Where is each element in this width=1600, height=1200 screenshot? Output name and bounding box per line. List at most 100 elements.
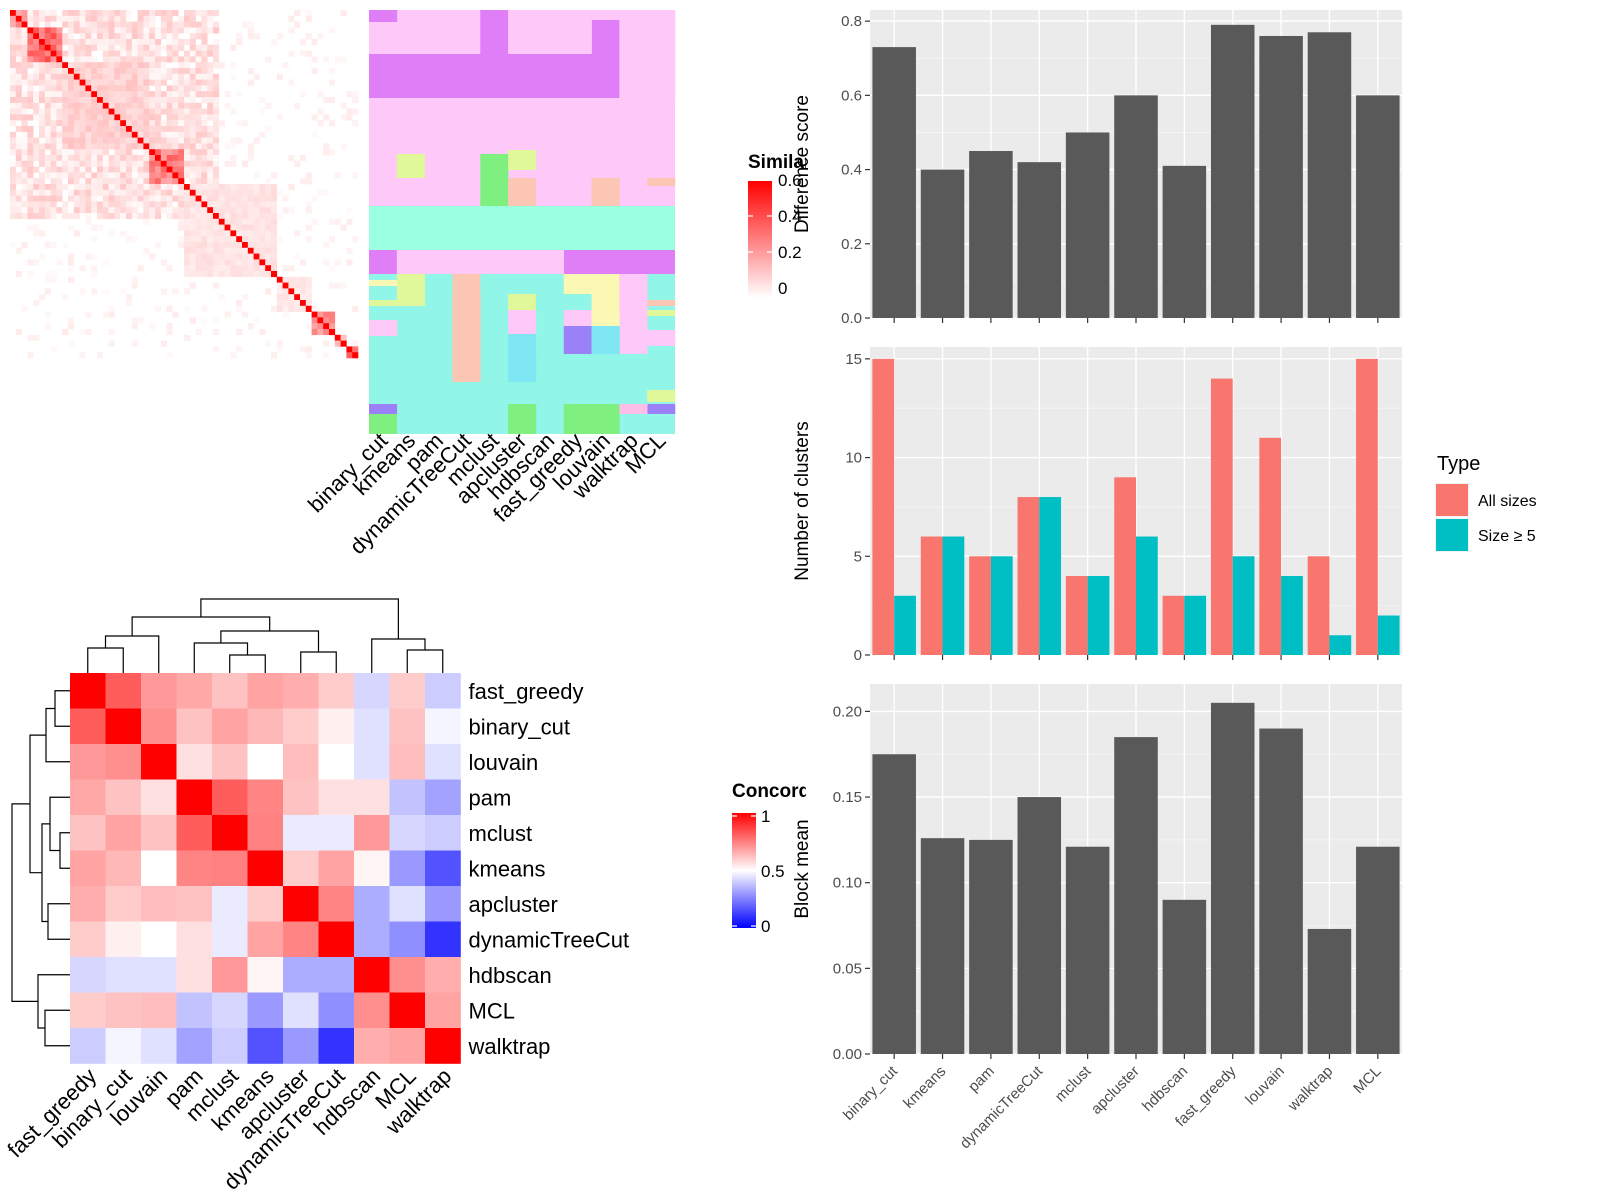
- similarity-cell: [271, 265, 278, 272]
- similarity-cell: [91, 85, 98, 92]
- similarity-cell: [68, 126, 75, 133]
- similarity-cell: [143, 79, 150, 86]
- similarity-cell: [44, 126, 51, 133]
- similarity-cell: [39, 131, 46, 138]
- similarity-cell: [201, 195, 208, 202]
- similarity-cell: [27, 271, 34, 278]
- similarity-cell: [56, 56, 63, 63]
- similarity-cell: [207, 149, 214, 156]
- concordance-row-label: kmeans: [469, 856, 546, 881]
- similarity-cell: [201, 21, 208, 28]
- similarity-cell: [102, 189, 109, 196]
- similarity-cell: [155, 39, 162, 46]
- similarity-cell: [195, 166, 202, 173]
- similarity-cell: [120, 97, 127, 104]
- similarity-cell: [323, 323, 330, 330]
- similarity-cell: [114, 126, 121, 133]
- similarity-cell: [276, 300, 283, 307]
- similarity-cell: [300, 305, 307, 312]
- similarity-cell: [201, 91, 208, 98]
- similarity-legend-tick: 0.2: [778, 243, 802, 262]
- similarity-cell: [334, 218, 341, 225]
- similarity-cell: [207, 126, 214, 133]
- similarity-cell: [271, 224, 278, 231]
- similarity-cell: [149, 10, 156, 17]
- similarity-cell: [166, 102, 173, 109]
- concordance-cell: [212, 1028, 248, 1064]
- similarity-cell: [218, 253, 225, 260]
- similarity-cell: [137, 120, 144, 127]
- similarity-cell: [195, 44, 202, 51]
- similarity-cell: [207, 189, 214, 196]
- similarity-cell: [126, 91, 133, 98]
- similarity-cell: [230, 143, 237, 150]
- similarity-cell: [149, 160, 156, 167]
- similarity-cell: [120, 155, 127, 162]
- cluster-patch: [369, 404, 398, 414]
- similarity-cell: [85, 184, 92, 191]
- similarity-cell: [62, 201, 69, 208]
- similarity-cell: [44, 114, 51, 121]
- similarity-cell: [131, 50, 138, 57]
- similarity-cell: [114, 56, 121, 63]
- similarity-cell: [85, 79, 92, 86]
- similarity-cell: [44, 184, 51, 191]
- similarity-cell: [236, 346, 243, 353]
- similarity-cell: [288, 265, 295, 272]
- similarity-cell: [189, 247, 196, 254]
- similarity-cell: [120, 172, 127, 179]
- similarity-cell: [131, 114, 138, 121]
- similarity-cell: [265, 201, 272, 208]
- similarity-cell: [224, 247, 231, 254]
- concordance-cell: [318, 957, 355, 993]
- similarity-cell: [62, 21, 69, 28]
- similarity-cell: [85, 143, 92, 150]
- similarity-cell: [68, 143, 75, 150]
- similarity-cell: [224, 184, 231, 191]
- cluster-patch: [508, 334, 537, 358]
- similarity-cell: [224, 259, 231, 266]
- similarity-cell: [236, 265, 243, 272]
- similarity-cell: [143, 27, 150, 34]
- similarity-cell: [15, 114, 22, 121]
- similarity-cell: [97, 207, 104, 214]
- similarity-cell: [184, 62, 191, 69]
- similarity-cell: [15, 44, 22, 51]
- similarity-cell: [189, 242, 196, 249]
- similarity-cell: [271, 218, 278, 225]
- similarity-cell: [189, 213, 196, 220]
- similarity-cell: [259, 247, 266, 254]
- similarity-cell: [85, 73, 92, 80]
- similarity-cell: [207, 137, 214, 144]
- similarity-cell: [218, 201, 225, 208]
- similarity-cell: [131, 68, 138, 75]
- similarity-cell: [195, 201, 202, 208]
- concordance-cell: [283, 779, 319, 816]
- similarity-cell: [201, 137, 208, 144]
- similarity-cell: [137, 178, 144, 185]
- similarity-cell: [91, 155, 98, 162]
- concordance-row-label: binary_cut: [469, 714, 571, 739]
- similarity-cell: [137, 160, 144, 167]
- similarity-cell: [311, 317, 318, 324]
- concordance-cell: [247, 708, 284, 745]
- similarity-cell: [201, 44, 208, 51]
- cluster-patch: [424, 250, 453, 274]
- similarity-cell: [247, 265, 254, 272]
- similarity-cell: [178, 44, 185, 51]
- y-axis-title: Difference score: [792, 95, 813, 233]
- similarity-cell: [207, 114, 214, 121]
- similarity-cell: [178, 137, 185, 144]
- similarity-cell: [265, 224, 272, 231]
- similarity-cell: [91, 39, 98, 46]
- similarity-cell: [97, 91, 104, 98]
- dendrogram-branch: [47, 903, 70, 940]
- similarity-cell: [131, 21, 138, 28]
- similarity-cell: [294, 160, 301, 167]
- similarity-cell: [131, 207, 138, 214]
- similarity-cell: [265, 184, 272, 191]
- concordance-cell: [212, 850, 248, 887]
- similarity-cell: [201, 126, 208, 133]
- similarity-cell: [271, 247, 278, 254]
- similarity-cell: [189, 155, 196, 162]
